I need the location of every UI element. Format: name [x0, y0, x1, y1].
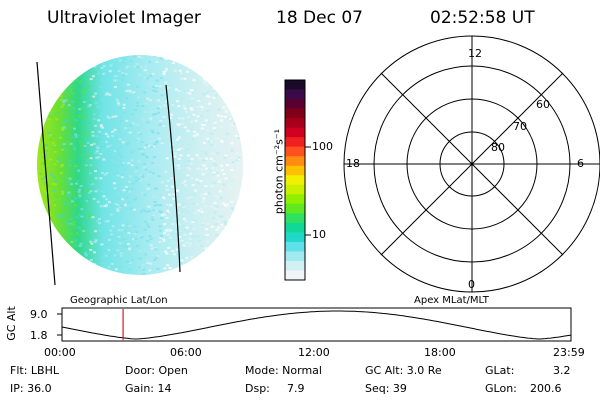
colorbar-cell: [285, 156, 305, 167]
timeline-xtick: 12:00: [298, 346, 330, 359]
colorbar-cell: [285, 270, 305, 281]
colorbar-tick-10: 10: [312, 228, 326, 241]
mlt-label-0: 0: [468, 278, 475, 291]
colorbar-cell: [285, 184, 305, 195]
colorbar-cell: [285, 146, 305, 157]
colorbar-cell: [285, 99, 305, 110]
timeline-ytick-high: 9.0: [30, 308, 48, 321]
colorbar-cell: [285, 260, 305, 271]
colorbar-cell: [285, 118, 305, 129]
colorbar-units-label: photon cm⁻²s⁻¹: [272, 128, 286, 215]
glat-value: 3.2: [553, 364, 571, 377]
colorbar-tick-100: 100: [312, 140, 333, 153]
polar-mlt-plot: [343, 35, 600, 293]
orbit-altitude-timeline: [57, 307, 572, 342]
colorbar-cell: [285, 165, 305, 176]
dsp-label: Dsp:: [245, 382, 270, 395]
glat-label: GLat:: [485, 364, 515, 377]
mode-value: Mode: Normal: [245, 364, 322, 377]
timeline-right-title: Apex MLat/MLT: [414, 295, 489, 306]
colorbar-cell: [285, 194, 305, 205]
colorbar-cell: [285, 241, 305, 252]
timeline-xtick: 06:00: [170, 346, 202, 359]
mlt-label-6: 6: [577, 157, 584, 170]
dsp-value: 7.9: [287, 382, 305, 395]
colorbar-cell: [285, 251, 305, 262]
time-label: 02:52:58 UT: [430, 8, 535, 28]
colorbar-cell: [285, 80, 305, 91]
colorbar-cell: [285, 203, 305, 214]
instrument-title: Ultraviolet Imager: [47, 8, 201, 28]
door-status: Door: Open: [125, 364, 188, 377]
colorbar-cell: [285, 222, 305, 233]
longitude-line: [165, 84, 181, 273]
colorbar-cell: [285, 89, 305, 100]
timeline-ytick-low: 1.8: [30, 329, 48, 342]
glon-label: GLon:: [485, 382, 517, 395]
colorbar-cell: [285, 127, 305, 138]
intensity-colorbar: [284, 79, 311, 281]
glon-value: 200.6: [530, 382, 562, 395]
filter-value: Flt: LBHL: [10, 364, 59, 377]
timeline-xtick: 18:00: [424, 346, 456, 359]
longitude-line: [36, 61, 56, 286]
timeline-left-title: Geographic Lat/Lon: [70, 295, 168, 306]
colorbar-cell: [285, 108, 305, 119]
timeline-axis-name: GC Alt: [4, 306, 18, 341]
timeline-xtick: 23:59: [553, 346, 585, 359]
colorbar-cell: [285, 232, 305, 243]
ip-value: IP: 36.0: [10, 382, 52, 395]
gc-alt-value: GC Alt: 3.0 Re: [365, 364, 442, 377]
colorbar-cell: [285, 175, 305, 186]
lat-label-70: 70: [513, 120, 527, 133]
colorbar-cell: [285, 213, 305, 224]
seq-value: Seq: 39: [365, 382, 407, 395]
lat-label-60: 60: [536, 98, 550, 111]
timeline-xtick: 00:00: [44, 346, 76, 359]
date-label: 18 Dec 07: [276, 8, 363, 28]
colorbar-cell: [285, 137, 305, 148]
gain-value: Gain: 14: [125, 382, 172, 395]
mlt-label-12: 12: [468, 47, 482, 60]
mlt-label-18: 18: [346, 157, 360, 170]
uvi-earth-image: [36, 55, 243, 286]
lat-label-80: 80: [491, 141, 505, 154]
